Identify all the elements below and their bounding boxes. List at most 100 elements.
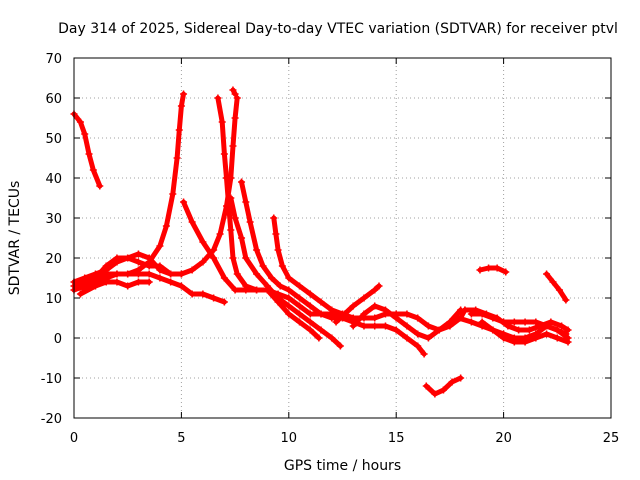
- data-point: [231, 90, 239, 98]
- series-arc-9: [229, 86, 239, 98]
- data-point: [375, 282, 383, 290]
- data-point: [91, 274, 99, 282]
- data-point: [515, 326, 523, 334]
- data-point: [317, 310, 325, 318]
- data-point: [500, 318, 508, 326]
- data-point: [414, 330, 422, 338]
- data-point: [521, 338, 529, 346]
- chart-title: Day 314 of 2025, Sidereal Day-to-day VTE…: [58, 21, 618, 37]
- data-point: [306, 290, 314, 298]
- data-point: [558, 322, 566, 330]
- data-point: [188, 218, 196, 226]
- data-point: [435, 326, 443, 334]
- data-point: [403, 334, 411, 342]
- data-point: [296, 310, 304, 318]
- series-layer: [70, 86, 572, 398]
- data-point: [285, 302, 293, 310]
- data-point: [543, 270, 551, 278]
- data-point: [177, 282, 185, 290]
- data-point: [461, 306, 469, 314]
- data-point: [317, 298, 325, 306]
- data-point: [403, 322, 411, 330]
- data-point: [296, 282, 304, 290]
- data-point: [231, 286, 239, 294]
- x-tick-label: 20: [495, 431, 512, 446]
- data-point: [231, 114, 239, 122]
- data-point: [315, 334, 323, 342]
- y-tick-label: 10: [45, 292, 62, 307]
- series-trace: [215, 95, 322, 341]
- y-tick-label: -10: [41, 372, 62, 387]
- data-point: [223, 174, 231, 182]
- data-point: [306, 302, 314, 310]
- data-point: [162, 222, 170, 230]
- data-point: [424, 334, 432, 342]
- data-point: [188, 266, 196, 274]
- data-point: [493, 264, 501, 272]
- data-point: [296, 294, 304, 302]
- series-arc-5: [76, 278, 153, 298]
- data-point: [510, 338, 518, 346]
- data-point: [238, 234, 246, 242]
- series-arc-18: [467, 310, 572, 342]
- data-point: [489, 314, 497, 322]
- x-tick-label: 10: [281, 431, 298, 446]
- data-point: [76, 118, 84, 126]
- series-arc-3: [70, 90, 188, 294]
- data-point: [210, 246, 218, 254]
- data-point: [510, 318, 518, 326]
- data-point: [306, 318, 314, 326]
- data-point: [392, 326, 400, 334]
- data-point: [349, 302, 357, 310]
- data-point: [414, 314, 422, 322]
- series-trace: [544, 271, 569, 303]
- data-point: [233, 270, 241, 278]
- data-point: [220, 150, 228, 158]
- data-point: [555, 286, 563, 294]
- data-point: [167, 270, 175, 278]
- data-point: [96, 182, 104, 190]
- data-point: [76, 290, 84, 298]
- data-point: [422, 382, 430, 390]
- data-point: [500, 334, 508, 342]
- data-point: [210, 294, 218, 302]
- data-point: [328, 314, 336, 322]
- data-point: [242, 198, 250, 206]
- data-point: [134, 278, 142, 286]
- data-point: [233, 94, 241, 102]
- data-point: [467, 318, 475, 326]
- data-point: [218, 118, 226, 126]
- data-point: [124, 254, 132, 262]
- data-point: [532, 334, 540, 342]
- data-point: [371, 286, 379, 294]
- data-point: [134, 258, 142, 266]
- data-point: [414, 342, 422, 350]
- data-point: [167, 278, 175, 286]
- series-trace: [477, 265, 509, 275]
- data-point: [81, 278, 89, 286]
- data-point: [81, 286, 89, 294]
- data-point: [439, 386, 447, 394]
- data-point: [392, 314, 400, 322]
- data-point: [454, 314, 462, 322]
- data-point: [188, 290, 196, 298]
- series-arc-11: [238, 178, 428, 358]
- data-point: [214, 94, 222, 102]
- data-point: [349, 314, 357, 322]
- data-point: [317, 326, 325, 334]
- data-point: [210, 254, 218, 262]
- x-tick-label: 15: [388, 431, 405, 446]
- data-point: [220, 274, 228, 282]
- data-point: [124, 270, 132, 278]
- x-axis-label: GPS time / hours: [284, 458, 401, 474]
- data-point: [381, 322, 389, 330]
- data-point: [229, 86, 237, 94]
- data-point: [220, 298, 228, 306]
- data-point: [446, 318, 454, 326]
- data-point: [296, 318, 304, 326]
- data-point: [532, 318, 540, 326]
- data-point: [156, 274, 164, 282]
- data-point: [102, 278, 110, 286]
- data-point: [553, 334, 561, 342]
- data-point: [145, 270, 153, 278]
